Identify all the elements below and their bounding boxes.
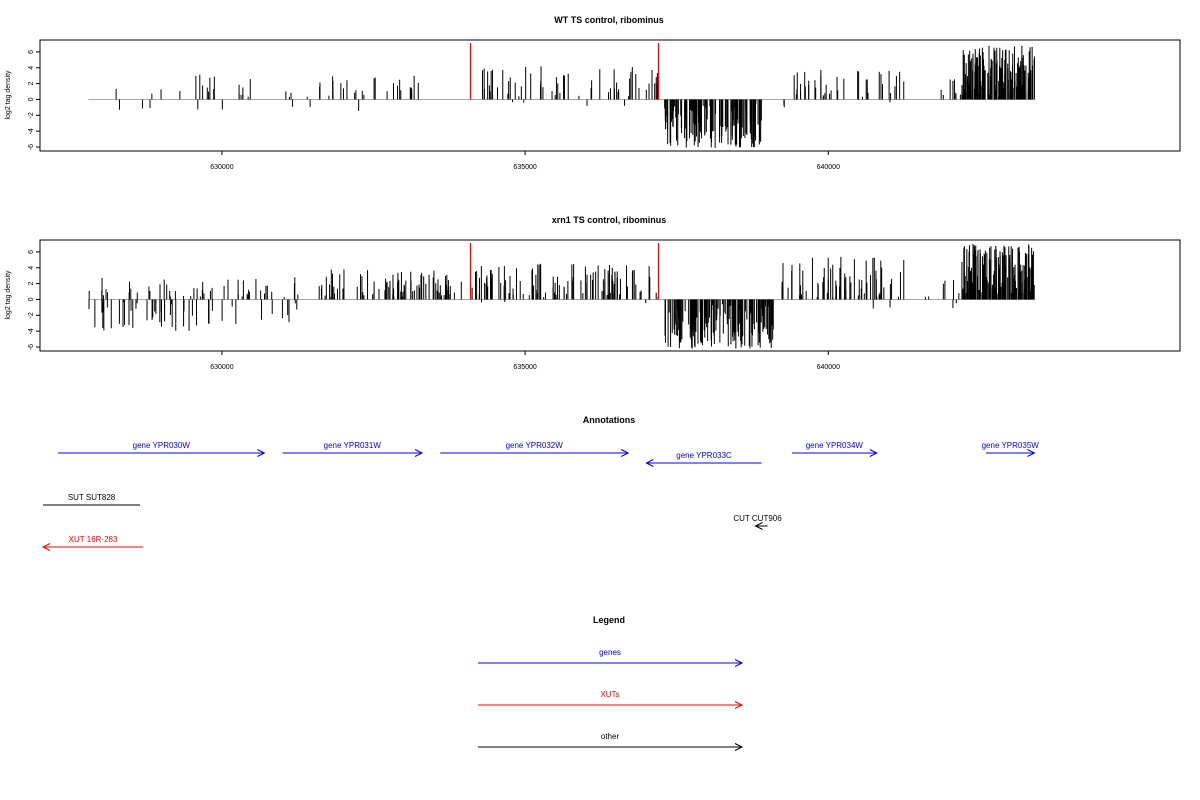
legend-label: XUTs — [600, 690, 619, 699]
annotation-gene: gene YPR030W — [58, 441, 266, 457]
annotations-title: Annotations — [583, 415, 636, 425]
xrn1-ytick-label: -4 — [28, 328, 35, 334]
xrn1-ytick-label: 6 — [28, 250, 35, 254]
xrn1-panel: xrn1 TS control, ribominus log2 tag dens… — [5, 215, 1181, 371]
annotation-gene: gene YPR033C — [645, 451, 762, 467]
wt-xtick-label: 630000 — [210, 164, 233, 171]
xrn1-xtick-label: 635000 — [513, 364, 536, 371]
annotation-arrowhead — [41, 543, 51, 551]
legend-items: genes XUTs other — [478, 648, 744, 751]
wt-panel-title: WT TS control, ribominus — [554, 15, 664, 25]
xrn1-plot-area: -6 -4 -2 0 2 4 6 630000 635000 640000 — [28, 243, 1035, 371]
xrn1-ytick-label: 4 — [28, 266, 35, 270]
annotation-gene: gene YPR034W — [791, 441, 878, 457]
annotation-arrowhead — [645, 459, 654, 467]
legend-item-xut: XUTs — [478, 690, 744, 709]
annotation-arrowhead — [414, 449, 424, 457]
wt-ytick-label: 4 — [28, 66, 35, 70]
wt-xtick-label: 635000 — [513, 164, 536, 171]
annotation-arrowhead — [1027, 449, 1036, 457]
wt-plot-area: -6 -4 -2 0 2 4 6 630000 635000 640000 — [28, 43, 1035, 171]
xrn1-ytick-label: 0 — [28, 297, 35, 301]
annotation-label: gene YPR032W — [506, 441, 564, 450]
xrn1-xtick-label: 640000 — [817, 364, 840, 371]
wt-ytick-label: 2 — [28, 82, 35, 86]
annotation-other: SUT SUT828 — [43, 493, 141, 506]
annotation-other: CUT CUT906 — [733, 514, 782, 530]
xrn1-panel-title: xrn1 TS control, ribominus — [552, 215, 667, 225]
annotation-arrowhead — [754, 522, 763, 530]
annotation-gene: gene YPR032W — [440, 441, 630, 457]
annotation-label: gene YPR034W — [806, 441, 864, 450]
legend-arrowhead — [734, 701, 744, 709]
xrn1-panel-ylabel: log2 tag density — [5, 270, 12, 320]
legend-panel: Legend genes XUTs other — [478, 615, 744, 751]
annotation-arrowhead — [620, 449, 630, 457]
annotation-gene: gene YPR035W — [982, 441, 1040, 457]
wt-xtick-label: 640000 — [817, 164, 840, 171]
annotations-panel: Annotations gene YPR030W gene YPR031W gene… — [41, 415, 1040, 551]
wt-ytick-label: 0 — [28, 97, 35, 101]
wt-ytick-label: -6 — [28, 144, 35, 150]
legend-item-gene: genes — [478, 648, 744, 667]
xrn1-xtick-label: 630000 — [210, 364, 233, 371]
wt-ytick-label: -4 — [28, 128, 35, 134]
annotation-arrowhead — [257, 449, 266, 457]
annotation-label: CUT CUT906 — [733, 514, 782, 523]
legend-arrowhead — [734, 659, 744, 667]
legend-label: genes — [599, 648, 621, 657]
xrn1-plot-frame — [39, 239, 1181, 352]
xrn1-ytick-label: -6 — [28, 344, 35, 350]
wt-ytick-label: 6 — [28, 50, 35, 54]
wt-ytick-label: -2 — [28, 112, 35, 118]
annotation-label: gene YPR030W — [133, 441, 191, 450]
annotation-label: XUT 16R-283 — [69, 535, 118, 544]
annotation-label: SUT SUT828 — [68, 493, 116, 502]
legend-item-other: other — [478, 732, 744, 751]
wt-panel: WT TS control, ribominus log2 tag densit… — [5, 15, 1181, 171]
annotation-tracks: gene YPR030W gene YPR031W gene YPR032W gene… — [41, 441, 1040, 551]
legend-title: Legend — [593, 615, 625, 625]
annotation-label: gene YPR031W — [324, 441, 382, 450]
xrn1-ytick-label: 2 — [28, 282, 35, 286]
wt-panel-ylabel: log2 tag density — [5, 70, 12, 120]
annotation-xut: XUT 16R-283 — [41, 535, 144, 551]
wt-plot-frame — [39, 39, 1181, 152]
annotation-label: gene YPR033C — [676, 451, 732, 460]
annotation-gene: gene YPR031W — [282, 441, 424, 457]
legend-arrowhead — [734, 743, 744, 751]
legend-label: other — [601, 732, 620, 741]
annotation-arrowhead — [869, 449, 878, 457]
xrn1-ytick-label: -2 — [28, 312, 35, 318]
annotation-label: gene YPR035W — [982, 441, 1040, 450]
